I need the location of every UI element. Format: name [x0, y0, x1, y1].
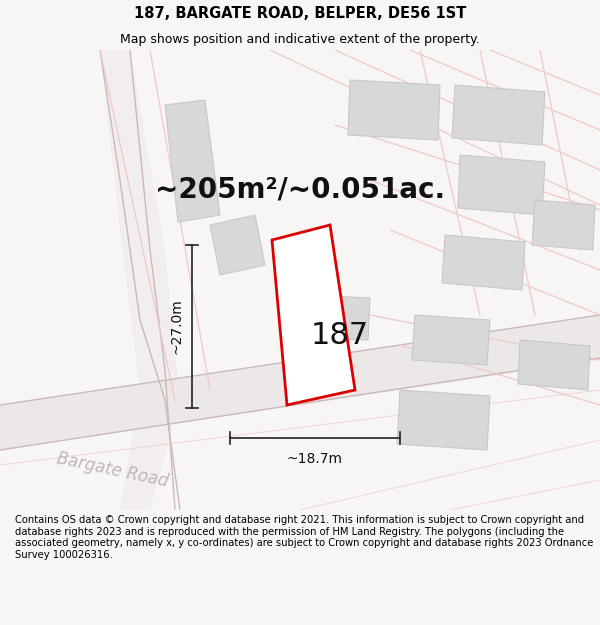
Polygon shape	[348, 80, 440, 140]
Text: ~27.0m: ~27.0m	[170, 299, 184, 354]
Polygon shape	[397, 390, 490, 450]
Text: ~205m²/~0.051ac.: ~205m²/~0.051ac.	[155, 176, 445, 204]
Polygon shape	[442, 235, 525, 290]
Polygon shape	[100, 50, 180, 510]
Polygon shape	[165, 100, 220, 222]
Text: ~18.7m: ~18.7m	[287, 452, 343, 466]
Polygon shape	[458, 155, 545, 215]
Text: Bargate Road: Bargate Road	[55, 449, 170, 491]
Text: 187: 187	[311, 321, 369, 349]
Polygon shape	[272, 225, 355, 405]
Polygon shape	[412, 315, 490, 365]
Polygon shape	[452, 85, 545, 145]
Text: 187, BARGATE ROAD, BELPER, DE56 1ST: 187, BARGATE ROAD, BELPER, DE56 1ST	[134, 6, 466, 21]
Polygon shape	[308, 295, 370, 340]
Polygon shape	[210, 215, 265, 275]
Text: Map shows position and indicative extent of the property.: Map shows position and indicative extent…	[120, 32, 480, 46]
Polygon shape	[532, 200, 595, 250]
Polygon shape	[518, 340, 590, 390]
Polygon shape	[0, 315, 600, 450]
Text: Contains OS data © Crown copyright and database right 2021. This information is : Contains OS data © Crown copyright and d…	[15, 515, 593, 560]
